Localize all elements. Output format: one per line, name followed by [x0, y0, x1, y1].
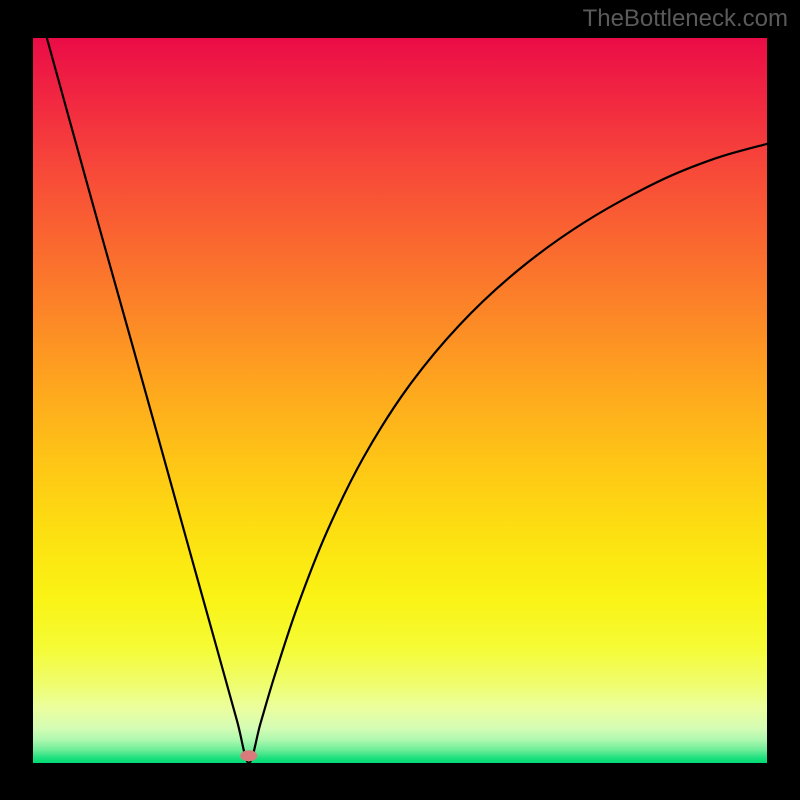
bottleneck-chart: TheBottleneck.com: [0, 0, 800, 800]
plot-background: [33, 38, 767, 763]
minimum-marker-icon: [240, 750, 257, 761]
watermark-label: TheBottleneck.com: [583, 5, 788, 32]
chart-root: TheBottleneck.com: [0, 0, 800, 800]
